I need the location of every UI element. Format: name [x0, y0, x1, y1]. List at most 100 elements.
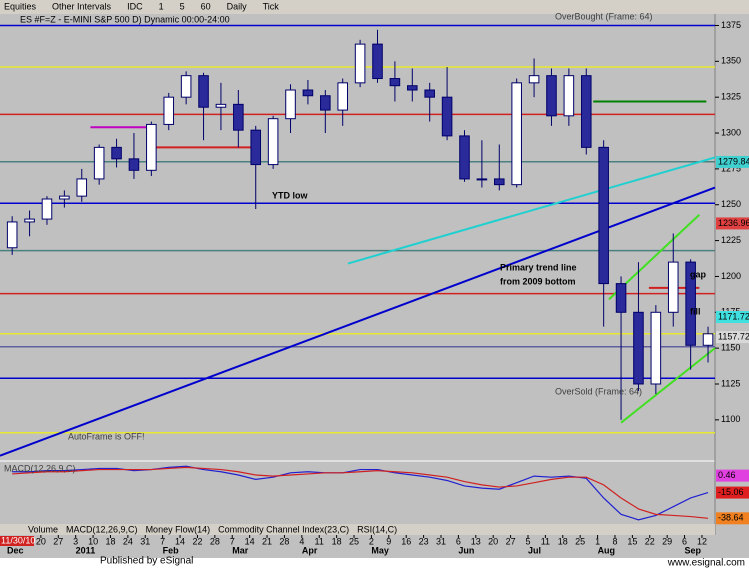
- x-tick-label: 2: [369, 536, 374, 546]
- toolbar-item[interactable]: 5: [180, 1, 185, 11]
- x-tick-label: 24: [123, 536, 133, 546]
- candle-body: [667, 261, 679, 313]
- x-tick-label: 20: [488, 536, 498, 546]
- candle-body: [41, 198, 53, 220]
- x-tick-label: 13: [471, 536, 481, 546]
- month-label: Apr: [302, 545, 318, 555]
- candle-body: [354, 43, 366, 84]
- x-tick-label: 6: [456, 536, 461, 546]
- month-label: Aug: [598, 545, 616, 555]
- price-tag-label: 1157.72: [718, 331, 749, 341]
- x-tick-label: 27: [506, 536, 516, 546]
- trend-segment: [0, 186, 716, 457]
- candle-body: [459, 135, 470, 180]
- indicator-tab[interactable]: Money Flow(14): [146, 524, 211, 534]
- month-label: Jul: [528, 545, 541, 555]
- value-tag-label: -38.64: [718, 513, 744, 523]
- candle-body: [198, 75, 209, 108]
- x-tick-label: 18: [558, 536, 568, 546]
- toolbar-item[interactable]: Other Intervals: [52, 1, 112, 11]
- x-tick-label: 29: [662, 536, 672, 546]
- candle-body: [650, 311, 662, 385]
- annotation: OverBought (Frame: 64): [555, 11, 653, 21]
- indicator-tab[interactable]: Commodity Channel Index(23,C): [218, 524, 349, 534]
- month-label: Jun: [458, 545, 474, 555]
- candle-body: [476, 178, 488, 181]
- y-tick-label: 1325: [721, 92, 741, 102]
- annotation: gap: [690, 269, 707, 279]
- value-tag-label: -15.06: [718, 487, 744, 497]
- candle-body: [528, 75, 540, 84]
- candle-body: [546, 75, 557, 117]
- month-label: Sep: [685, 545, 702, 555]
- toolbar: [0, 0, 749, 14]
- x-tick-label: 23: [419, 536, 429, 546]
- y-tick-label: 1100: [721, 414, 740, 424]
- toolbar-item[interactable]: 1: [159, 1, 164, 11]
- candle-body: [685, 261, 696, 346]
- candle-body: [6, 221, 18, 249]
- indicator-tab[interactable]: Volume: [28, 524, 58, 534]
- x-tick-label: 11: [541, 536, 550, 546]
- y-tick-label: 1200: [721, 271, 741, 281]
- x-tick-label: 27: [53, 536, 63, 546]
- x-tick-label: 7: [160, 536, 165, 546]
- candle-body: [580, 75, 592, 148]
- toolbar-item[interactable]: Equities: [4, 1, 37, 11]
- indicator-tab[interactable]: RSI(14,C): [357, 524, 397, 534]
- indicator-tab[interactable]: MACD(12,26,9,C): [66, 524, 138, 534]
- x-tick-label: 20: [36, 536, 46, 546]
- candle-body: [598, 146, 609, 285]
- price-tag-label: 1236.96: [718, 218, 749, 228]
- price-tag: [716, 217, 749, 230]
- candle-body: [163, 96, 175, 125]
- y-tick-label: 1150: [721, 343, 740, 353]
- trend-segment: [620, 347, 716, 424]
- candle-body: [215, 103, 227, 108]
- x-tick-label: 6: [682, 536, 687, 546]
- candle-body: [320, 95, 331, 111]
- candle-body: [93, 146, 105, 180]
- candle-body: [493, 178, 505, 186]
- candle-body: [24, 218, 35, 223]
- y-tick-label: 1300: [721, 127, 741, 137]
- chart-title: ES #F=Z - E-MINI S&P 500 D) Dynamic 00:0…: [20, 14, 230, 24]
- candle-body: [59, 195, 70, 200]
- y-tick-label: 1225: [721, 235, 741, 245]
- x-tick-label: 9: [386, 536, 391, 546]
- x-tick-label: 16: [401, 536, 411, 546]
- value-tag: [716, 469, 749, 482]
- annotation: Primary trend line: [500, 262, 577, 272]
- x-tick-label: 14: [175, 536, 185, 546]
- x-tick-label: 21: [262, 536, 272, 546]
- value-tag-label: 0.46: [718, 470, 736, 480]
- toolbar-item[interactable]: 60: [201, 1, 211, 11]
- month-label: May: [371, 545, 389, 555]
- price-tag: [716, 155, 749, 168]
- x-tick-label: 22: [192, 536, 202, 546]
- month-label: Dec: [7, 545, 24, 555]
- value-tag: [716, 512, 749, 525]
- chart-background: [0, 14, 749, 558]
- start-date: 11/30/10: [1, 535, 35, 545]
- candle-body: [76, 178, 88, 197]
- x-tick-label: 18: [105, 536, 115, 546]
- candle-body: [615, 283, 627, 313]
- x-tick-label: 8: [612, 536, 617, 546]
- trend-segment: [347, 156, 716, 265]
- toolbar-item[interactable]: IDC: [127, 1, 143, 11]
- footer-bar: [0, 558, 749, 570]
- price-tag-label: 1279.84: [718, 156, 749, 166]
- candle-body: [267, 118, 279, 166]
- month-label: 2011: [76, 545, 96, 555]
- candle-body: [233, 103, 244, 131]
- footer-right: www.esignal.com: [667, 558, 745, 569]
- candle-body: [128, 158, 140, 171]
- candle-body: [111, 146, 122, 160]
- x-tick-label: 5: [525, 536, 530, 546]
- toolbar-item[interactable]: Tick: [263, 1, 280, 11]
- x-tick-label: 15: [627, 536, 637, 546]
- toolbar-item[interactable]: Daily: [227, 1, 248, 11]
- footer-left: Published by eSignal: [100, 556, 193, 567]
